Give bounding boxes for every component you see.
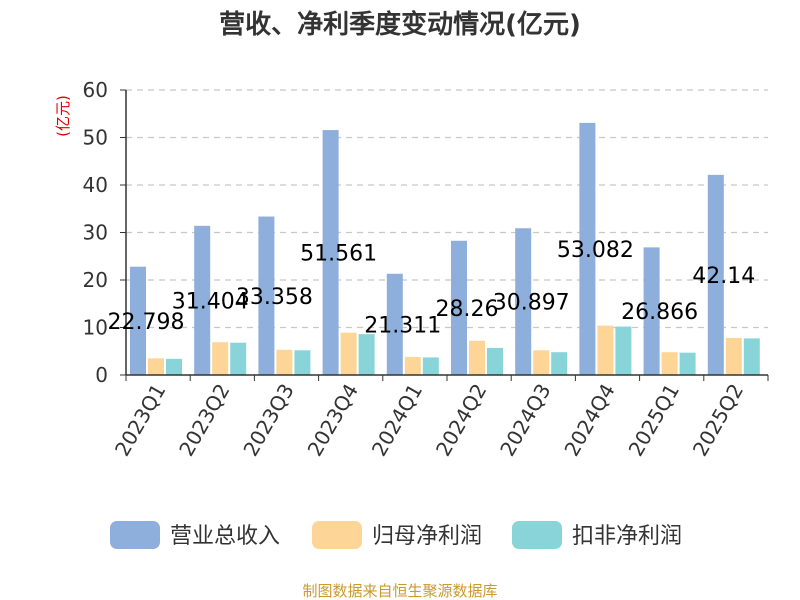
data-label: 42.14 xyxy=(692,264,755,289)
data-label: 53.082 xyxy=(557,238,634,263)
legend-swatch xyxy=(110,521,160,549)
bar-2024Q2-1 xyxy=(469,340,485,375)
bar-2023Q4-2 xyxy=(358,334,375,375)
bar-2023Q2-1 xyxy=(212,342,229,375)
bar-2023Q4-0 xyxy=(322,130,339,375)
legend-label: 营业总收入 xyxy=(170,524,280,549)
bar-2024Q4-1 xyxy=(597,325,614,375)
data-label: 22.798 xyxy=(108,310,185,335)
x-tick-label: 2024Q4 xyxy=(559,380,619,461)
bar-2023Q3-2 xyxy=(294,350,311,375)
y-tick-label: 40 xyxy=(83,173,108,197)
bar-2023Q3-0 xyxy=(258,216,275,375)
bar-2024Q4-0 xyxy=(579,122,596,375)
legend-label: 扣非净利润 xyxy=(572,524,682,549)
data-label: 28.26 xyxy=(436,297,499,322)
bar-2024Q3-2 xyxy=(551,352,568,375)
y-tick-label: 20 xyxy=(83,268,108,292)
data-label: 26.866 xyxy=(621,300,698,325)
bar-2024Q3-0 xyxy=(515,228,532,375)
bar-2024Q1-2 xyxy=(422,357,439,375)
legend-item-2[interactable]: 扣非净利润 xyxy=(512,521,682,549)
legend[interactable]: 营业总收入 归母净利润 扣非净利润 xyxy=(110,521,682,549)
data-label: 51.561 xyxy=(300,242,377,267)
x-tick-label: 2023Q4 xyxy=(303,380,363,461)
y-tick-label: 0 xyxy=(95,363,108,387)
source-note: 制图数据来自恒生聚源数据库 xyxy=(302,582,497,600)
bar-2023Q4-1 xyxy=(340,332,357,375)
bar-2023Q1-0 xyxy=(130,266,146,375)
x-tick-label: 2024Q3 xyxy=(495,380,555,461)
bar-2023Q2-0 xyxy=(194,225,211,375)
bar-2024Q2-0 xyxy=(451,240,467,375)
y-tick-label: 50 xyxy=(83,126,108,150)
grid-lines xyxy=(126,89,768,329)
data-label: 21.311 xyxy=(364,313,441,338)
bar-2024Q2-2 xyxy=(487,347,503,375)
bar-2023Q1-2 xyxy=(166,358,182,375)
x-tick-label: 2025Q1 xyxy=(624,380,684,461)
x-tick-label: 2024Q1 xyxy=(367,380,427,461)
legend-swatch xyxy=(512,521,562,549)
bar-2023Q2-2 xyxy=(230,342,247,375)
data-label: 30.897 xyxy=(493,291,570,316)
x-tick-label: 2025Q2 xyxy=(688,380,748,461)
legend-item-1[interactable]: 归母净利润 xyxy=(312,521,482,549)
legend-label: 归母净利润 xyxy=(372,524,482,549)
y-tick-label: 60 xyxy=(83,78,108,102)
x-tick-label: 2024Q2 xyxy=(431,380,491,461)
x-tick-label: 2023Q3 xyxy=(238,380,298,461)
bar-2025Q2-2 xyxy=(743,338,760,375)
legend-item-0[interactable]: 营业总收入 xyxy=(110,521,280,549)
x-tick-label: 2023Q1 xyxy=(110,380,170,461)
bars xyxy=(130,122,760,375)
y-tick-label: 30 xyxy=(83,221,108,245)
y-tick-label: 10 xyxy=(83,316,108,340)
bar-2024Q4-2 xyxy=(615,326,632,375)
bar-2025Q1-0 xyxy=(643,247,660,375)
bar-2025Q1-1 xyxy=(661,352,678,375)
bar-2024Q1-0 xyxy=(386,273,403,375)
legend-swatch xyxy=(312,521,362,549)
bar-2023Q3-1 xyxy=(276,349,293,375)
chart-title: 营收、净利季度变动情况(亿元) xyxy=(219,9,581,40)
bar-2025Q1-2 xyxy=(679,352,696,375)
data-label: 31.404 xyxy=(172,289,249,314)
y-axis-label: (亿元) xyxy=(54,95,72,137)
bar-2024Q1-1 xyxy=(404,356,421,375)
data-label: 33.358 xyxy=(236,285,313,310)
bar-2025Q2-0 xyxy=(707,174,724,375)
x-tick-label: 2023Q2 xyxy=(174,380,234,461)
bar-2024Q3-1 xyxy=(533,350,550,375)
bar-2025Q2-1 xyxy=(725,337,742,375)
bar-2023Q1-1 xyxy=(148,358,164,375)
